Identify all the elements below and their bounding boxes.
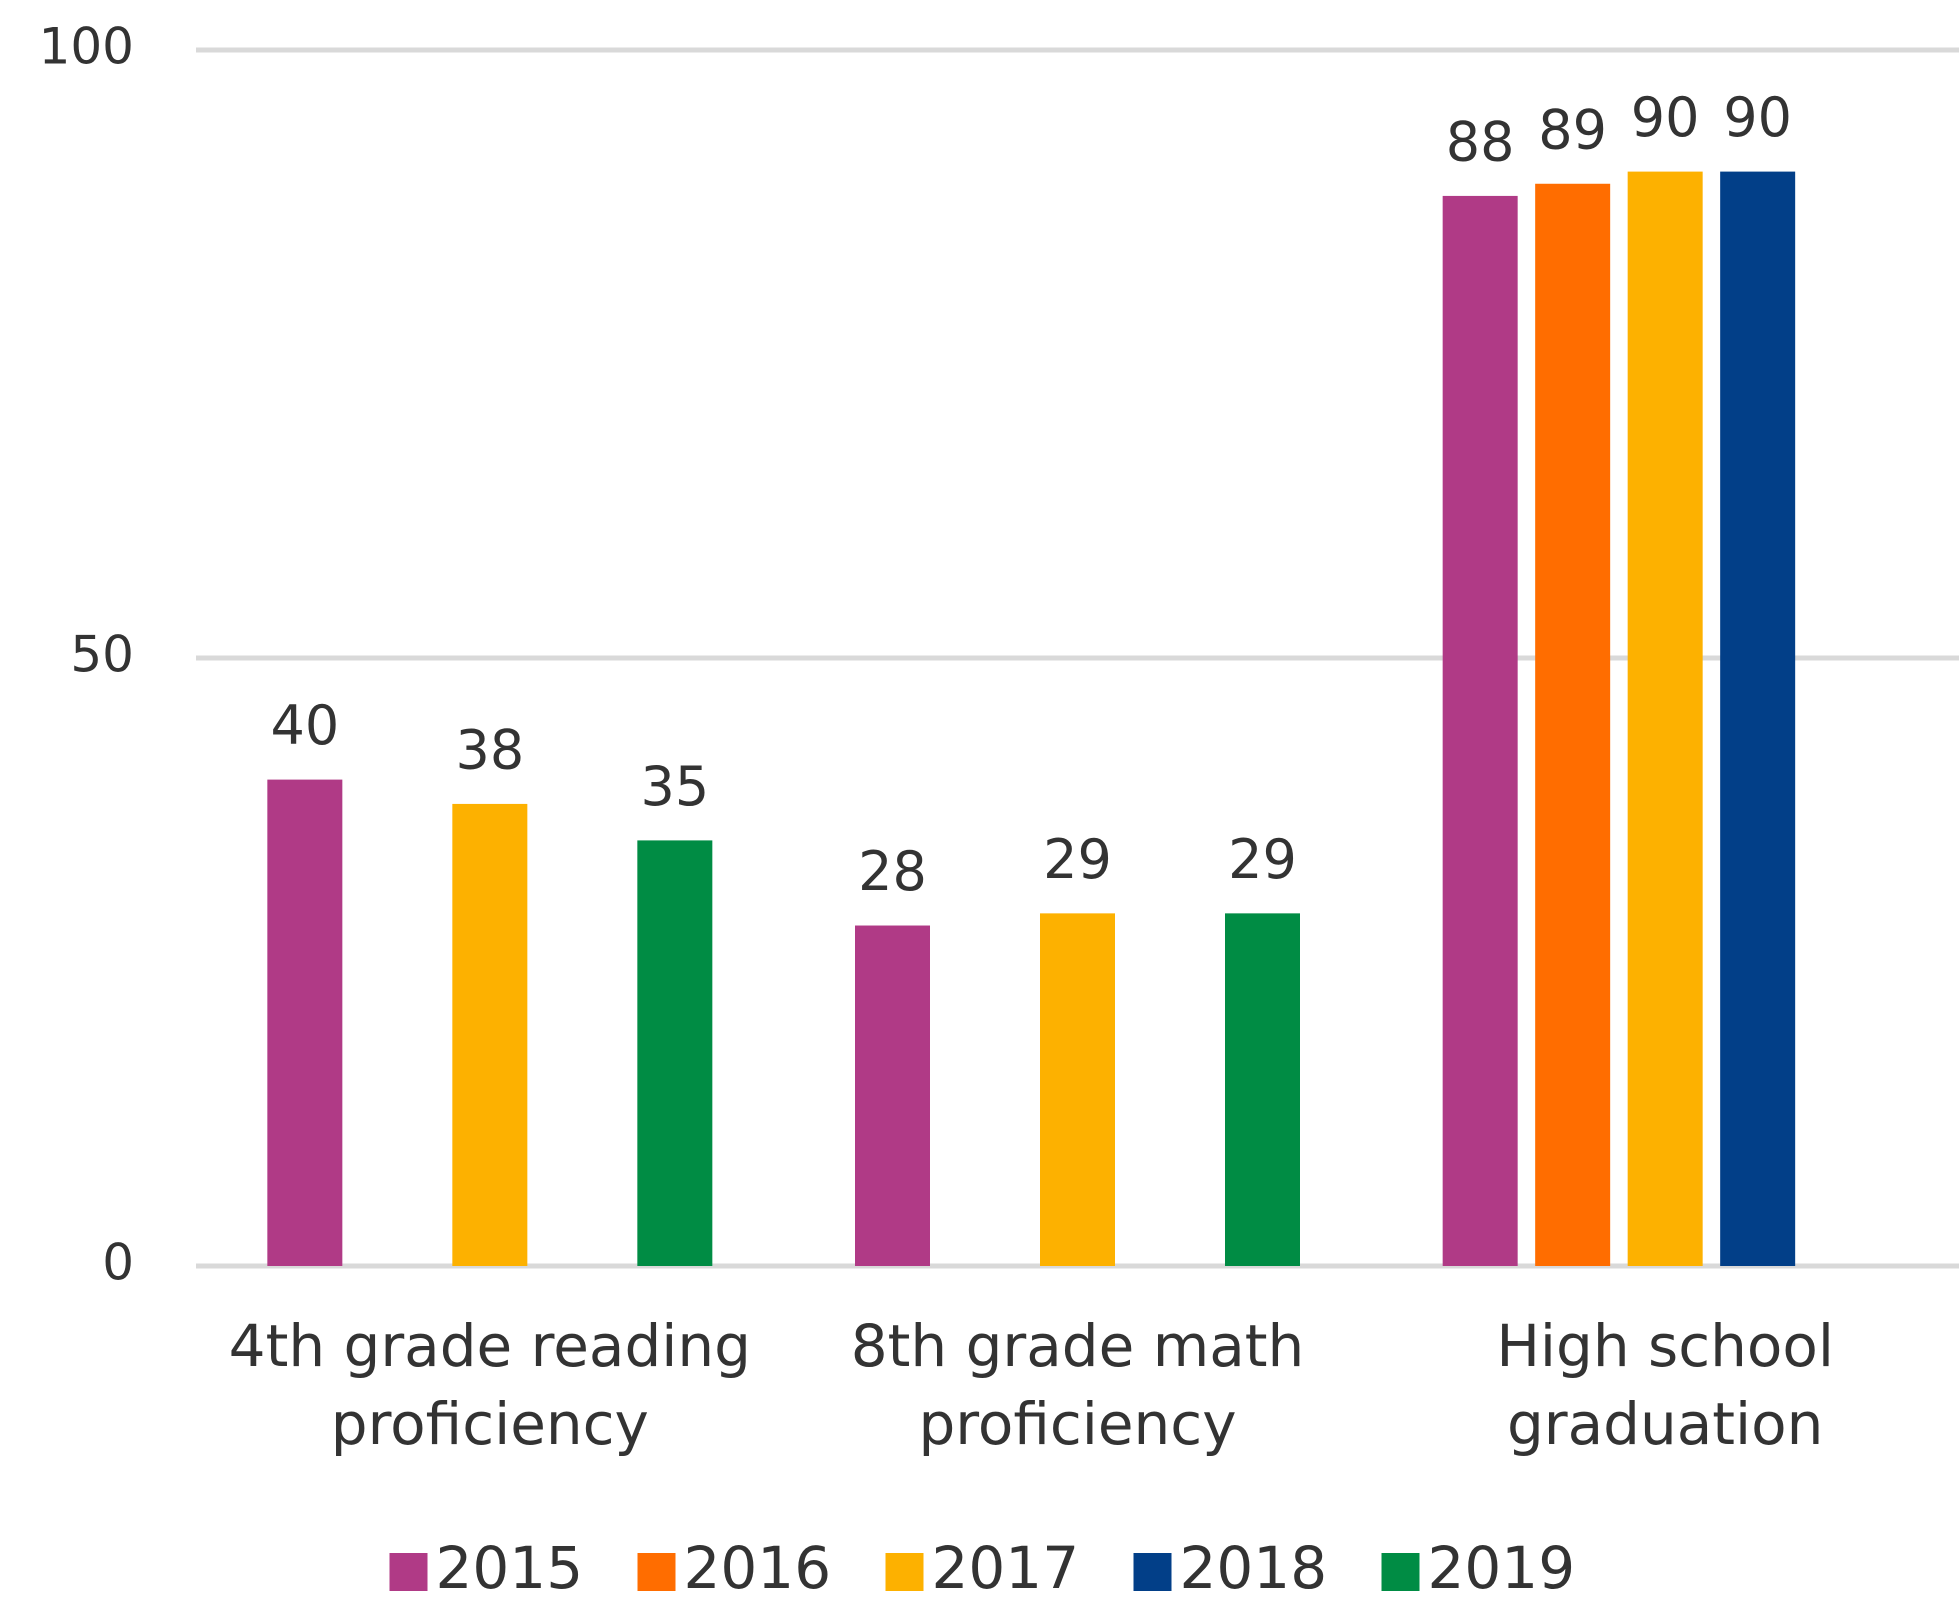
data-label: 90 bbox=[1631, 86, 1700, 149]
data-label: 40 bbox=[270, 694, 339, 757]
bar bbox=[1720, 171, 1796, 1267]
data-label: 35 bbox=[640, 755, 709, 818]
bar bbox=[452, 803, 528, 1266]
x-tick-label: 8th grade math proficiency bbox=[851, 1312, 1305, 1458]
bar bbox=[637, 840, 713, 1266]
data-label: 90 bbox=[1723, 86, 1792, 149]
legend-label: 2015 bbox=[436, 1534, 584, 1602]
legend-swatch bbox=[389, 1553, 428, 1591]
legend-label: 2017 bbox=[932, 1534, 1080, 1602]
data-label: 28 bbox=[858, 840, 927, 903]
bar bbox=[1225, 913, 1300, 1266]
y-tick-label: 0 bbox=[102, 1234, 134, 1292]
data-label: 88 bbox=[1446, 111, 1515, 174]
legend-swatch bbox=[637, 1553, 676, 1591]
x-tick-label: High school graduation bbox=[1496, 1312, 1834, 1458]
bar bbox=[267, 779, 343, 1266]
y-tick-label: 50 bbox=[70, 626, 134, 684]
data-label: 29 bbox=[1043, 828, 1112, 891]
legend-label: 2016 bbox=[684, 1534, 832, 1602]
bar bbox=[855, 925, 930, 1266]
x-tick-label: 4th grade reading proficiency bbox=[229, 1312, 751, 1458]
legend-label: 2018 bbox=[1180, 1534, 1328, 1602]
legend-swatch bbox=[1381, 1553, 1420, 1591]
y-tick-label: 100 bbox=[39, 18, 134, 76]
data-label: 29 bbox=[1228, 828, 1297, 891]
bar bbox=[1535, 183, 1611, 1266]
bar bbox=[1040, 913, 1115, 1266]
legend-swatch bbox=[885, 1553, 924, 1591]
bar bbox=[1627, 171, 1703, 1267]
data-label: 89 bbox=[1538, 98, 1607, 161]
legend-swatch bbox=[1133, 1553, 1172, 1591]
data-label: 38 bbox=[455, 719, 524, 782]
legend-label: 2019 bbox=[1428, 1534, 1576, 1602]
bar bbox=[1442, 195, 1518, 1266]
